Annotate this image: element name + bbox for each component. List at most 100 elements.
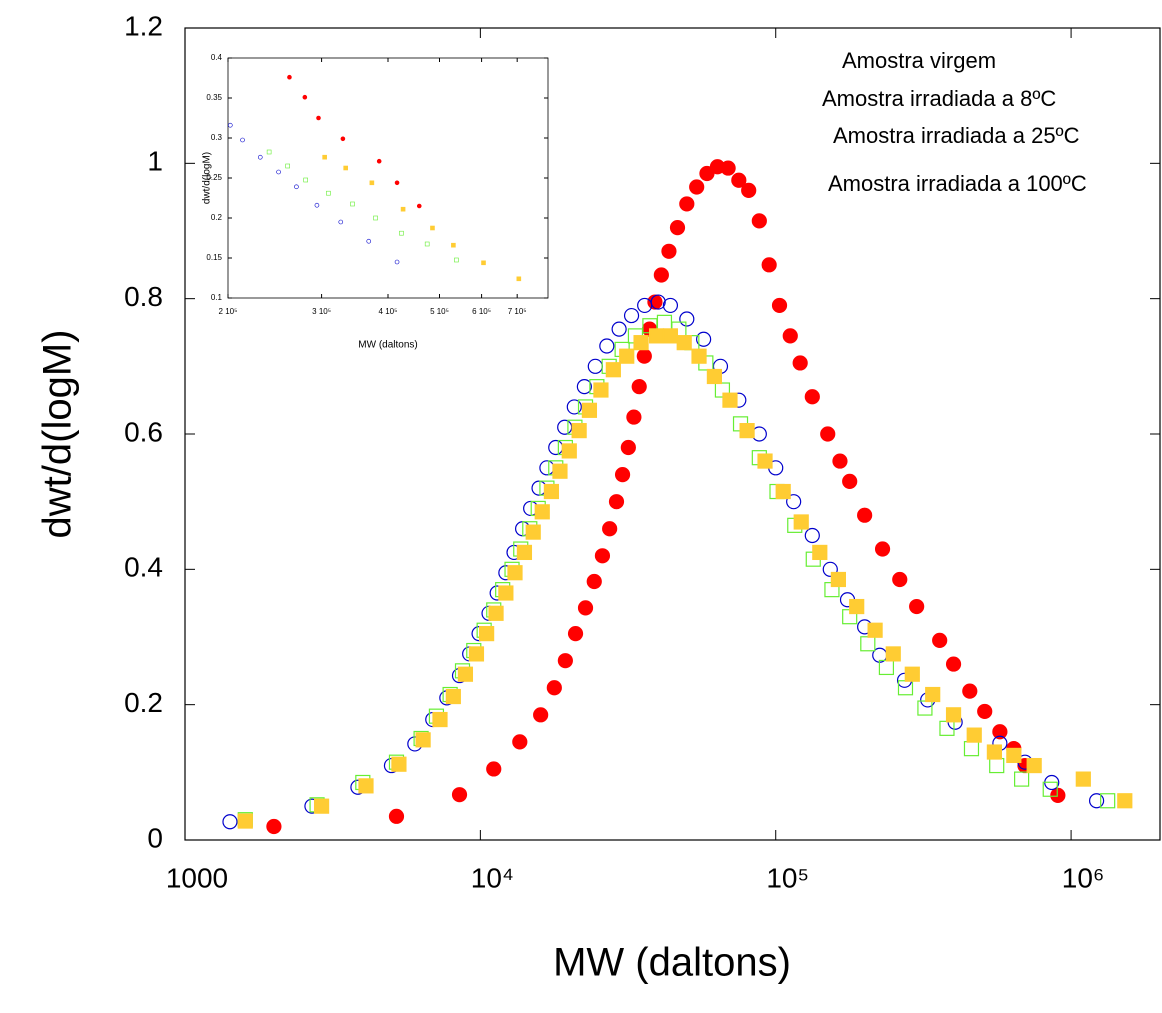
y-tick-label: 0.4 xyxy=(211,53,223,62)
point xyxy=(445,688,461,705)
y-tick-label: 1.2 xyxy=(124,10,163,41)
point xyxy=(369,180,375,186)
point xyxy=(830,571,846,588)
point xyxy=(689,179,705,195)
point xyxy=(722,392,738,408)
point xyxy=(543,483,560,500)
point xyxy=(430,225,435,231)
point xyxy=(399,230,404,236)
point xyxy=(696,331,712,347)
point xyxy=(992,724,1008,740)
point xyxy=(576,379,592,395)
point xyxy=(676,335,692,351)
point xyxy=(266,149,272,155)
point xyxy=(1042,781,1058,797)
point xyxy=(525,524,541,540)
point xyxy=(479,626,495,642)
point xyxy=(620,439,636,456)
point xyxy=(593,382,609,398)
point xyxy=(285,163,290,169)
point xyxy=(832,453,848,469)
point xyxy=(782,328,798,344)
point xyxy=(454,257,459,263)
plot-frame xyxy=(227,57,549,299)
series xyxy=(322,154,522,282)
point xyxy=(648,328,665,344)
x-tick-label: 6 10⁵ xyxy=(472,307,491,316)
point xyxy=(857,507,873,523)
point xyxy=(227,122,233,128)
point xyxy=(552,463,568,479)
point xyxy=(909,598,925,615)
legend-entry: Amostra irradiada a 8ºC xyxy=(822,86,1056,111)
point xyxy=(567,626,584,642)
point xyxy=(631,379,647,395)
point xyxy=(276,169,281,175)
point xyxy=(424,241,430,247)
point xyxy=(546,680,562,696)
point xyxy=(468,646,485,662)
point xyxy=(1075,771,1091,787)
x-tick-label: 3 10⁵ xyxy=(312,307,331,316)
point xyxy=(358,778,374,794)
legend-entry: Amostra virgem xyxy=(842,48,996,73)
point xyxy=(287,74,292,80)
point xyxy=(662,328,679,344)
point xyxy=(812,544,828,561)
point xyxy=(350,201,355,207)
point xyxy=(892,571,908,588)
point xyxy=(516,544,533,561)
point xyxy=(561,443,577,459)
y-tick-label: 0.8 xyxy=(124,281,163,312)
point xyxy=(945,656,962,672)
point xyxy=(240,137,245,143)
point xyxy=(932,632,948,648)
y-tick-label: 0.35 xyxy=(206,93,222,102)
point xyxy=(1006,747,1022,764)
point xyxy=(1117,793,1133,809)
point xyxy=(451,787,468,803)
point xyxy=(786,494,802,510)
point xyxy=(720,160,736,176)
point xyxy=(647,294,663,310)
point xyxy=(614,467,631,483)
point xyxy=(699,165,715,182)
point xyxy=(636,348,652,364)
point xyxy=(804,527,820,544)
point xyxy=(534,504,550,520)
point xyxy=(679,196,695,212)
point xyxy=(904,666,920,682)
point xyxy=(626,409,642,425)
point xyxy=(1050,787,1066,803)
point xyxy=(571,423,587,439)
x-tick-label: 10⁴ xyxy=(471,862,514,893)
point xyxy=(775,483,791,500)
x-tick-label: 10⁵ xyxy=(766,862,809,893)
point xyxy=(586,573,602,590)
y-tick-label: 0.15 xyxy=(206,253,222,262)
point xyxy=(316,115,321,121)
point xyxy=(867,622,883,638)
series xyxy=(237,328,1133,829)
point xyxy=(498,585,514,601)
point xyxy=(516,276,522,282)
point xyxy=(314,202,320,208)
point xyxy=(611,321,627,337)
point xyxy=(343,165,348,171)
point xyxy=(481,260,486,266)
point xyxy=(977,703,993,720)
y-tick-label: 1 xyxy=(147,146,163,177)
point xyxy=(326,190,331,196)
x-axis-label: MW (daltons) xyxy=(358,340,417,351)
point xyxy=(512,734,528,750)
point xyxy=(338,219,344,225)
point xyxy=(599,338,615,354)
y-tick-label: 0.25 xyxy=(206,173,222,182)
point xyxy=(394,180,400,186)
point xyxy=(313,798,330,814)
point xyxy=(507,565,523,581)
point xyxy=(257,154,263,160)
point xyxy=(577,600,594,616)
point xyxy=(842,473,858,489)
